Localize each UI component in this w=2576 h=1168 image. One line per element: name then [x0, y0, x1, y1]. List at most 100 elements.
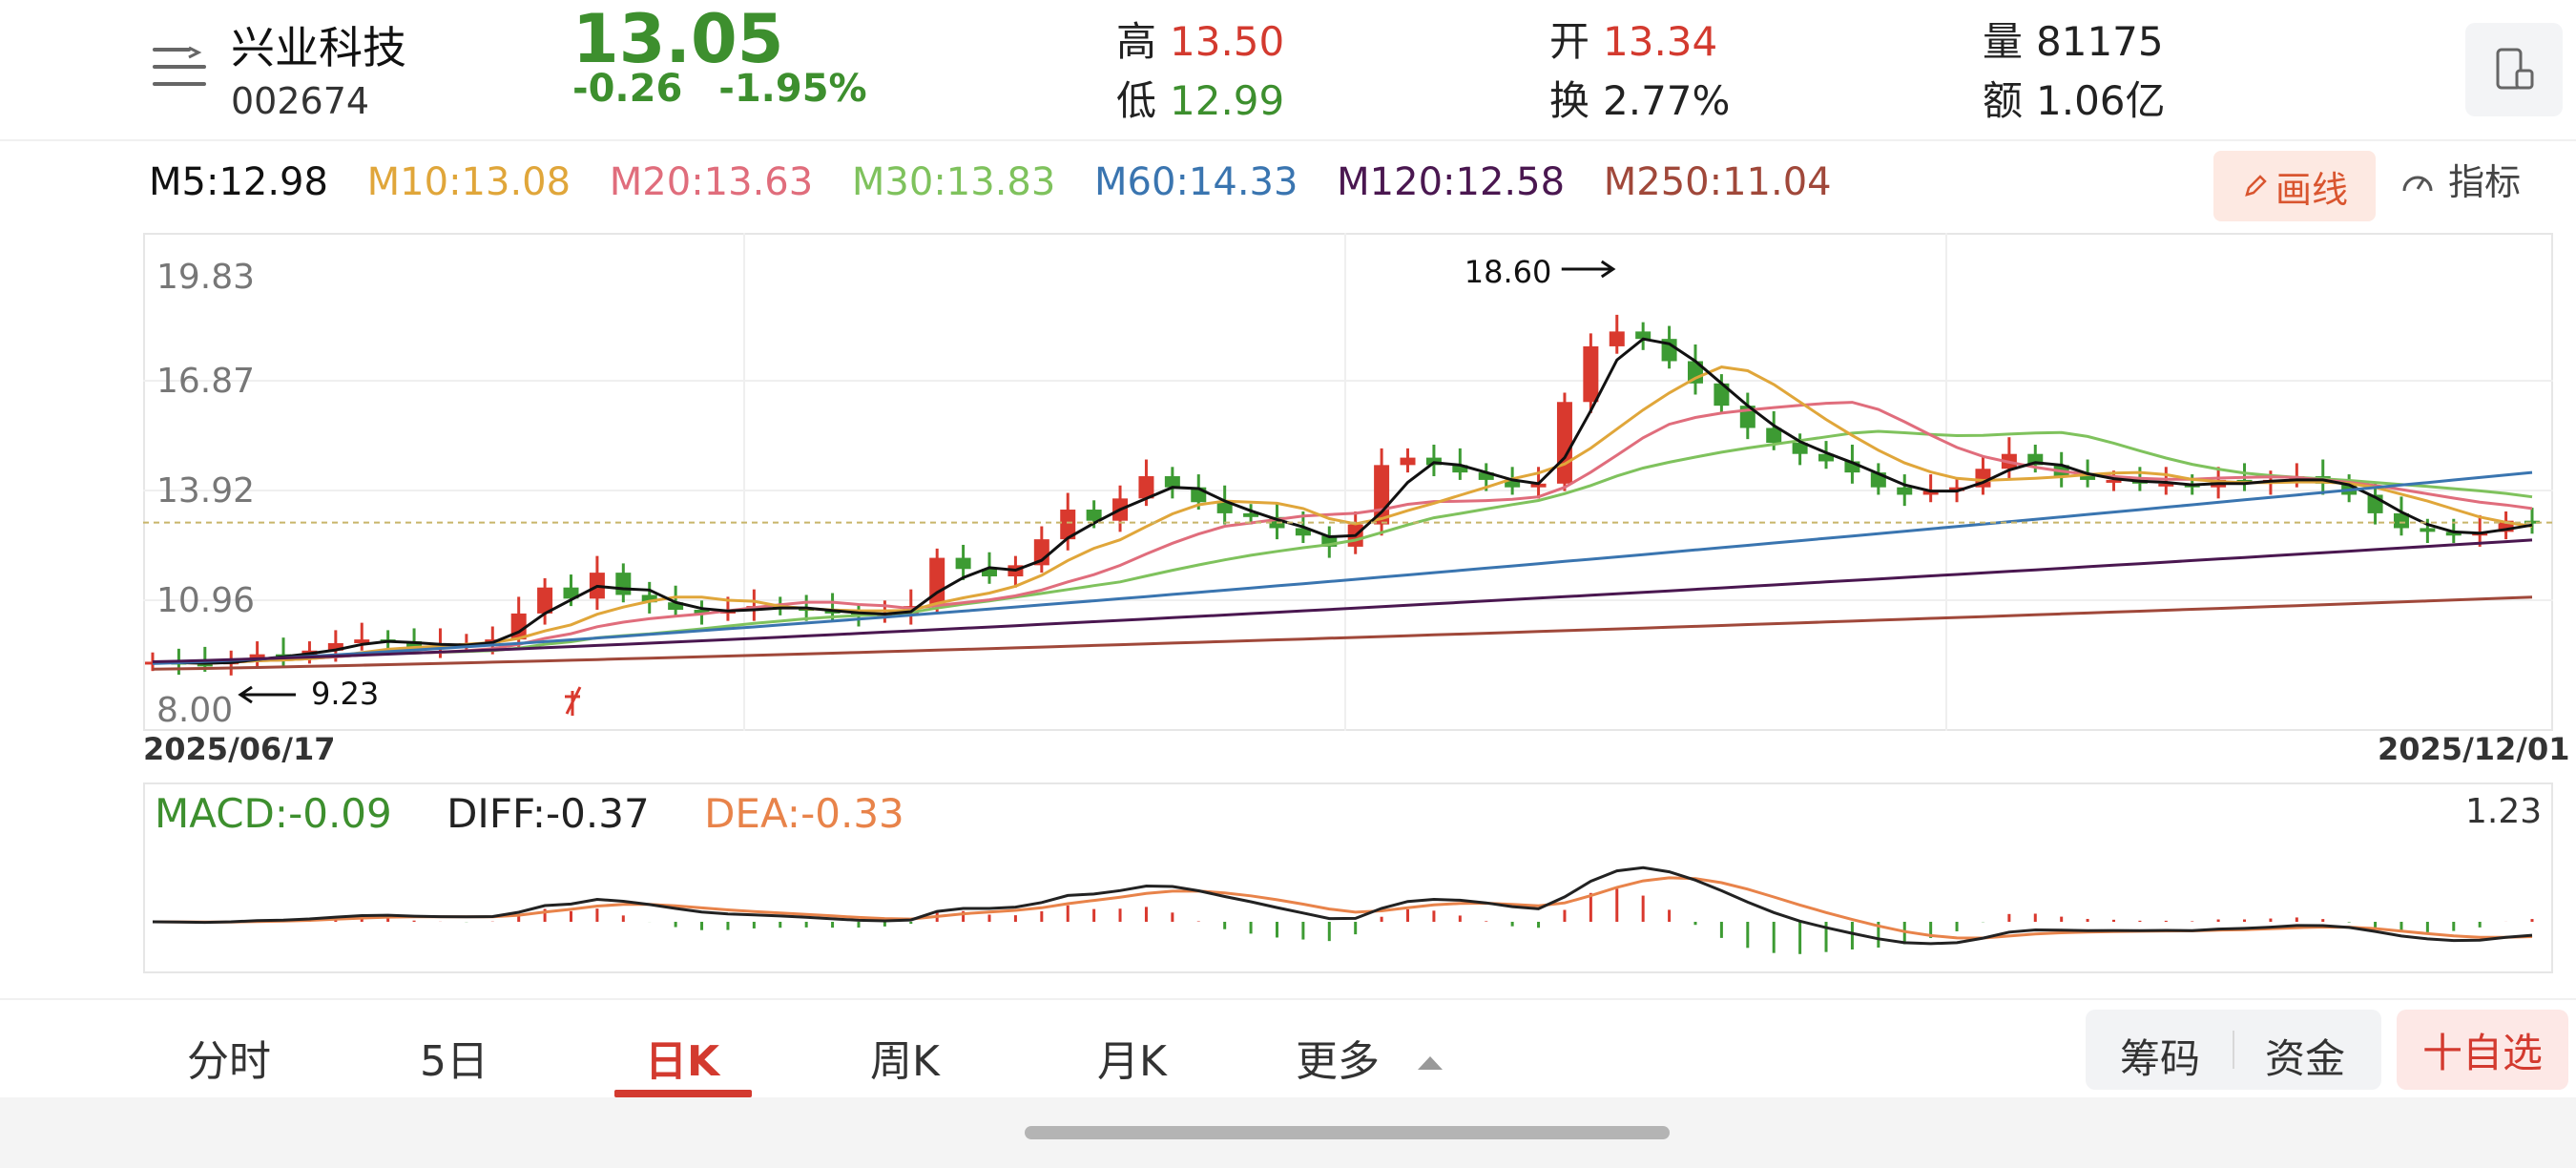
- ma5-line: [152, 337, 2533, 665]
- draw-line-label: 画线: [2275, 168, 2348, 211]
- stock-name: 兴业科技: [231, 22, 406, 73]
- candle-body: [327, 643, 343, 651]
- chips-button[interactable]: 筹码: [2120, 1035, 2201, 1082]
- candle-body: [1452, 465, 1468, 473]
- add-favorite-button[interactable]: 十自选: [2397, 1010, 2568, 1090]
- candle-body: [1216, 502, 1233, 513]
- tab-daily-k[interactable]: 日K: [645, 1037, 720, 1086]
- tab-more[interactable]: 更多: [1296, 1027, 1444, 1088]
- candle-body: [1400, 457, 1416, 466]
- pencil-icon: [2245, 175, 2267, 197]
- candle-body: [1766, 428, 1782, 444]
- candle-body: [982, 569, 998, 577]
- stat-turnover: 换 2.77%: [1549, 77, 1731, 124]
- ma60-label: M60:14.33: [1094, 160, 1298, 204]
- candle-body: [1897, 487, 1913, 495]
- candle-body: [249, 654, 265, 660]
- candle-body: [615, 573, 632, 595]
- end-date: 2025/12/01: [2378, 731, 2570, 767]
- ma30-line: [152, 429, 2533, 665]
- candle-body: [1635, 331, 1652, 340]
- candle-body: [1086, 510, 1102, 521]
- funds-button[interactable]: 资金: [2265, 1035, 2346, 1082]
- low-arrow-icon: [238, 685, 296, 704]
- menu-icon[interactable]: [153, 44, 206, 94]
- candle-body: [1530, 483, 1547, 488]
- phone-rotate-icon: [2496, 48, 2534, 90]
- ma250-line: [152, 595, 2533, 671]
- high-price-marker: 18.60: [1465, 254, 1552, 290]
- tab-5day[interactable]: 5日: [420, 1037, 488, 1086]
- stat-high: 高 13.50: [1116, 18, 1285, 65]
- candle-body: [406, 641, 423, 647]
- macd-chart[interactable]: [143, 782, 2553, 973]
- y-tick-label: 16.87: [156, 362, 255, 401]
- candle-body: [2080, 476, 2096, 480]
- current-price: 13.05: [572, 0, 784, 78]
- candle-body: [2393, 512, 2409, 529]
- candle-body: [2420, 528, 2436, 532]
- candle-body: [1478, 472, 1494, 480]
- y-tick-label: 8.00: [156, 691, 233, 730]
- start-date: 2025/06/17: [143, 731, 336, 767]
- macd-max-label: 1.23: [2465, 792, 2543, 831]
- candle-body: [2445, 532, 2462, 536]
- kline-chart[interactable]: 19.83 16.87 13.92 10.96 8.00 18.60 9.23: [143, 233, 2553, 731]
- indicator-label: 指标: [2448, 161, 2522, 203]
- candle-body: [1505, 479, 1521, 488]
- low-price-marker: 9.23: [311, 676, 379, 712]
- candle-body: [2498, 520, 2514, 532]
- change-value: -0.26: [572, 67, 683, 111]
- chart-frame: [143, 233, 2553, 731]
- candle-body: [1609, 331, 1625, 346]
- tab-weekly-k[interactable]: 周K: [870, 1037, 940, 1086]
- ma30-label: M30:13.83: [851, 160, 1056, 204]
- candle-body: [1060, 510, 1076, 540]
- draw-line-button[interactable]: 画线: [2213, 151, 2376, 221]
- tab-more-label: 更多: [1296, 1037, 1380, 1086]
- candle-body: [1922, 490, 1939, 495]
- candle-body: [1792, 443, 1808, 454]
- chips-funds-toggle: 筹码 资金: [2086, 1010, 2381, 1090]
- high-arrow-icon: [1561, 260, 1616, 279]
- y-tick-label: 13.92: [156, 471, 255, 511]
- period-tabs: 分时 5日 日K 周K 月K 更多: [0, 1002, 2576, 1136]
- header-divider: [0, 139, 2576, 141]
- home-indicator[interactable]: [1025, 1126, 1670, 1139]
- candle-body: [2106, 479, 2122, 483]
- stat-amount: 额 1.06亿: [1983, 77, 2166, 124]
- price-change: -0.26 -1.95%: [572, 67, 867, 111]
- ma250-label: M250:11.04: [1603, 160, 1832, 204]
- candle-body: [955, 557, 971, 570]
- tab-monthly-k[interactable]: 月K: [1097, 1037, 1167, 1086]
- candle-body: [1243, 512, 1259, 517]
- candle-body: [354, 639, 370, 644]
- macd-legend: MACD:-0.09 DIFF:-0.37 DEA:-0.33: [155, 790, 946, 837]
- candle-body: [2027, 453, 2044, 466]
- stat-volume: 量 81175: [1983, 18, 2164, 65]
- gauge-icon: [2402, 176, 2433, 192]
- tabs-divider: [0, 998, 2576, 1000]
- candle-body: [563, 587, 579, 599]
- candle-body: [1164, 476, 1180, 488]
- dea-value: DEA:-0.33: [704, 790, 904, 837]
- dea-line: [152, 876, 2533, 940]
- candle-body: [1844, 461, 1860, 473]
- candle-body: [1138, 476, 1154, 499]
- caret-up-icon: [1418, 1056, 1443, 1070]
- candle-body: [1818, 453, 1835, 462]
- ma20-line: [152, 401, 2533, 665]
- ma5-label: M5:12.98: [149, 160, 328, 204]
- candle-body: [2524, 520, 2540, 524]
- candle-body: [1583, 345, 1599, 403]
- candle-body: [537, 587, 553, 614]
- candle-body: [668, 602, 684, 611]
- ma120-line: [152, 538, 2533, 663]
- y-tick-label: 19.83: [156, 258, 255, 297]
- candle-body: [1321, 535, 1338, 547]
- active-tab-indicator: [614, 1090, 752, 1097]
- rotate-screen-button[interactable]: [2465, 23, 2563, 116]
- indicator-button[interactable]: 指标: [2399, 153, 2521, 205]
- tab-intraday[interactable]: 分时: [187, 1037, 271, 1086]
- event-marker-icon: [565, 686, 582, 716]
